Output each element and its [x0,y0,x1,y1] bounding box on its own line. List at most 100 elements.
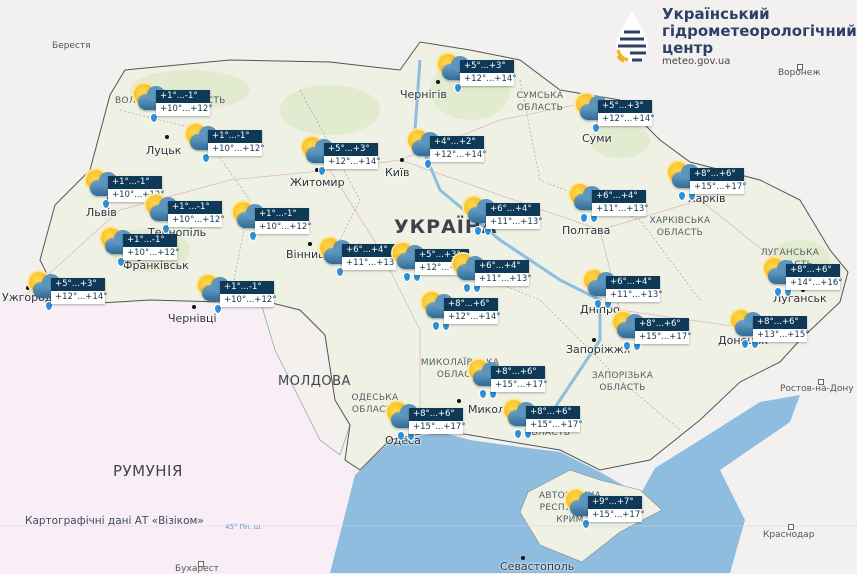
city-dot-sevastopol [521,556,525,560]
city-dot-zhytomyr [315,168,319,172]
city-dot-vinnytsia [308,242,312,246]
city-dot-chernivtsi [192,305,196,309]
raindrop-icon [580,213,588,223]
hydromet-center-logo[interactable]: Український гідрометеорологічний центр m… [612,6,857,68]
night-temperature: +8°...+6° [526,406,580,419]
raindrop-icon [678,191,686,201]
day-temperature: +11°...+13° [342,257,398,270]
temperature-box: +1°...-1° +10°...+12° [208,130,264,156]
night-temperature: +5°...+3° [324,143,378,156]
temperature-box: +5°...+3° +12°...+14° [460,60,516,86]
day-temperature: +10°...+12° [208,143,264,156]
temperature-box: +8°...+6° +13°...+15° [753,316,809,342]
night-temperature: +5°...+3° [51,278,105,291]
night-temperature: +1°...-1° [220,281,274,294]
org-name: Український гідрометеорологічний центр [662,5,857,57]
romania-area [0,300,355,573]
city-label-chernihiv: Чернігів [400,88,447,101]
org-url[interactable]: meteo.gov.ua [662,56,731,67]
sun-cloud-rain-icon [316,236,362,280]
day-temperature: +11°...+13° [475,273,531,286]
raindrop-icon [336,267,344,277]
raindrop-icon [594,299,602,309]
city-dot-bucharest [198,561,204,567]
night-temperature: +8°...+6° [690,168,744,181]
city-dot-kyiv [400,158,404,162]
night-temperature: +8°...+6° [753,316,807,329]
temperature-box: +8°...+6° +15°...+17° [409,408,465,434]
city-label-bucharest: Бухарест [175,564,219,574]
raindrop-icon [424,159,432,169]
day-temperature: +15°...+17° [588,509,644,522]
oblast-label-zaporizhzhia: ЗАПОРІЗЬКА ОБЛАСТЬ [591,371,654,393]
day-temperature: +12°...+14° [460,73,516,86]
city-dot-zaporizhzhia [592,338,596,342]
raindrop-icon [592,123,600,133]
temperature-box: +6°...+4° +11°...+13° [342,244,398,270]
oblast-label-kherson: ОБЛАСТЬ [524,428,571,438]
city-label-zhytomyr: Житомир [290,176,345,189]
sun-cloud-rain-icon [727,308,773,352]
city-dot-chernihiv [436,80,440,84]
night-temperature: +8°...+6° [786,264,840,277]
night-temperature: +8°...+6° [409,408,463,421]
day-temperature: +15°...+17° [526,419,582,432]
night-temperature: +6°...+4° [486,203,540,216]
temperature-box: +8°...+6° +12°...+14° [444,298,500,324]
raindrop-icon [514,429,522,439]
day-temperature: +15°...+17° [635,331,691,344]
city-label-rostov: Ростов-на-Дону [780,384,854,394]
night-temperature: +1°...-1° [255,208,309,221]
city-label-sevastopol: Севастополь [500,560,575,573]
night-temperature: +9°...+7° [588,496,642,509]
night-temperature: +1°...-1° [123,234,177,247]
oblast-label-kharkiv: ХАРКІВСЬКА ОБЛАСТЬ [649,216,711,238]
raindrop-icon [432,321,440,331]
night-temperature: +1°...-1° [168,201,222,214]
temperature-box: +1°...-1° +10°...+12° [156,90,212,116]
city-label-zaporizhzhia: Запоріжжя [566,343,631,356]
city-label-krasnodar: Краснодар [763,530,815,540]
raindrop-icon [479,389,487,399]
day-temperature: +10°...+12° [123,247,179,260]
night-temperature: +5°...+3° [598,100,652,113]
temperature-box: +8°...+6° +15°...+17° [526,406,582,432]
temperature-box: +6°...+4° +11°...+13° [475,260,531,286]
day-temperature: +12°...+14° [444,311,500,324]
raindrop-icon [150,113,158,123]
day-temperature: +10°...+12° [255,221,311,234]
day-temperature: +12°...+14° [51,291,107,304]
raindrop-icon [102,199,110,209]
city-label-chernivtsi: Чернівці [168,312,217,325]
night-temperature: +6°...+4° [606,276,660,289]
temperature-box: +8°...+6° +15°...+17° [635,318,691,344]
raindrop-icon [741,339,749,349]
drop-waves-logo-icon [616,12,648,63]
raindrop-icon [202,153,210,163]
city-label-poltava: Полтава [562,224,611,237]
oblast-label-odesa: ОДЕСЬКА ОБЛАСТЬ [351,393,399,415]
raindrop-icon [403,272,411,282]
day-temperature: +12°...+14° [430,149,486,162]
map-data-credit: Картографічні дані АТ «Візіком» [25,515,204,527]
city-dot-rostov [818,379,824,385]
temperature-box: +6°...+4° +11°...+13° [606,276,662,302]
raindrop-icon [623,341,631,351]
day-temperature: +10°...+12° [168,214,224,227]
oblast-label-sumy: СУМСЬКА ОБЛАСТЬ [516,91,564,113]
temperature-box: +1°...-1° +10°...+12° [220,281,276,307]
day-temperature: +11°...+13° [606,289,662,302]
country-label-romania: РУМУНІЯ [113,462,183,480]
raindrop-icon [45,301,53,311]
night-temperature: +8°...+6° [491,366,545,379]
temperature-box: +1°...-1° +10°...+12° [168,201,224,227]
day-temperature: +15°...+17° [409,421,465,434]
night-temperature: +5°...+3° [460,60,514,73]
city-dot-uzhhorod [26,286,30,290]
city-label-berestia: Берестя [52,41,91,51]
day-temperature: +10°...+12° [156,103,212,116]
night-temperature: +1°...-1° [108,176,162,189]
temperature-box: +8°...+6° +15°...+17° [491,366,547,392]
city-dot-lutsk [165,135,169,139]
